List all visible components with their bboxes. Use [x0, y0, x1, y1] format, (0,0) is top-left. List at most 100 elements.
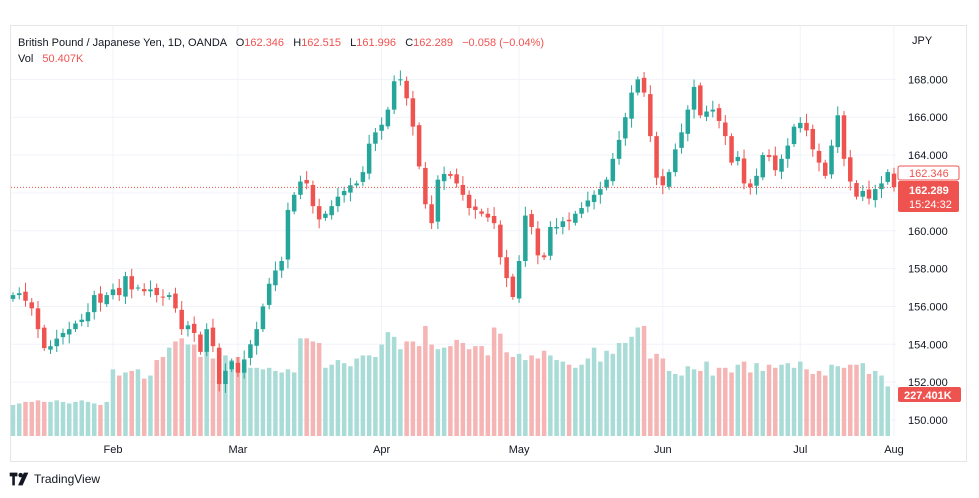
volume-bar: [60, 401, 66, 436]
candle-body: [16, 293, 22, 296]
candle-body: [404, 80, 409, 99]
candle-body: [723, 122, 728, 137]
candle-body: [891, 173, 897, 188]
volume-bar: [704, 361, 709, 436]
volume-bar: [673, 374, 678, 436]
volume-bar: [385, 332, 391, 436]
volume-bar: [310, 341, 316, 436]
volume-bar: [598, 361, 603, 436]
volume-bar: [54, 400, 59, 436]
candle-body: [279, 261, 284, 271]
volume-bar: [616, 343, 622, 436]
candle-body: [616, 139, 622, 159]
volume-bar: [635, 327, 641, 436]
candle-body: [110, 289, 116, 296]
volume-bar: [85, 401, 91, 436]
candle-body: [585, 200, 591, 207]
candle-body: [566, 219, 572, 222]
candle-body: [416, 125, 422, 167]
candle-body: [66, 329, 72, 335]
candle-body: [98, 293, 103, 303]
candle-body: [841, 115, 847, 159]
time-tick-label: Mar: [228, 444, 247, 456]
volume-bar: [848, 364, 853, 436]
candle-body: [516, 261, 522, 299]
candle-body: [23, 291, 28, 301]
candle-body: [754, 175, 759, 186]
volume-bar: [648, 358, 653, 436]
candle-body: [685, 109, 691, 134]
volume-bar: [679, 375, 684, 436]
candle-body: [866, 189, 872, 199]
candle-body: [610, 158, 616, 182]
candle-body: [741, 158, 747, 184]
volume-bar: [123, 372, 128, 436]
candle-body: [385, 109, 391, 127]
countdown-text: 15:24:32: [909, 199, 952, 211]
time-tick-label: Apr: [373, 444, 390, 456]
footer[interactable]: TradingView: [8, 470, 100, 488]
volume-bar: [491, 327, 497, 436]
volume-bar: [741, 361, 747, 436]
candle-body: [623, 117, 628, 139]
high-label: H: [293, 37, 302, 49]
volume-bar: [204, 350, 209, 436]
candle-body: [266, 283, 272, 305]
candle-body: [116, 287, 122, 296]
volume-bar: [698, 370, 703, 436]
volume-bar: [366, 355, 372, 436]
volume-bar: [685, 366, 691, 436]
low-label: L: [350, 37, 357, 49]
candle-body: [598, 189, 603, 195]
volume-bar: [173, 341, 178, 436]
candle-body: [154, 287, 159, 296]
price-tick-label: 168.000: [908, 74, 948, 86]
currency-unit: JPY: [912, 35, 933, 47]
candle-body: [435, 179, 441, 222]
open-value: 162.346: [244, 37, 285, 49]
volume-bar: [316, 343, 322, 436]
candle-body: [635, 79, 641, 93]
volume-bar: [523, 360, 528, 436]
volume-bar: [66, 403, 72, 436]
volume-bar: [341, 363, 347, 436]
volume-bar: [298, 338, 303, 436]
candle-body: [348, 185, 353, 193]
candle-body: [691, 86, 697, 110]
candle-body: [510, 276, 516, 297]
volume-bar: [798, 361, 803, 436]
volume-bar: [166, 347, 172, 436]
candle-body: [785, 145, 791, 159]
close-value: 162.289: [413, 37, 453, 49]
candle-body: [354, 183, 359, 186]
candle-body: [491, 215, 497, 224]
candle-body: [648, 94, 653, 137]
candle-body: [241, 359, 247, 373]
candle-body: [35, 308, 41, 330]
candle-body: [366, 143, 372, 174]
price-tick-label: 166.000: [908, 112, 948, 124]
legend-ohlc-row: British Pound / Japanese Yen, 1D, OANDA …: [18, 35, 544, 51]
candle-body: [316, 206, 322, 220]
candle-body: [716, 108, 722, 121]
candle-body: [448, 173, 453, 176]
volume-bar: [610, 353, 616, 436]
volume-bar: [379, 344, 384, 436]
volume-bar: [191, 344, 197, 436]
candle-body: [848, 157, 853, 182]
legend-volume-row: Vol 50.407K: [18, 51, 544, 67]
candle-body: [710, 109, 716, 112]
candle-body: [291, 194, 297, 212]
candle-body: [829, 145, 834, 175]
brand-name: TradingView: [34, 472, 101, 486]
volume-bar: [573, 367, 578, 436]
time-tick-label: Jun: [654, 444, 672, 456]
candle-body: [398, 79, 403, 81]
volume-bar: [223, 355, 228, 436]
candle-body: [579, 208, 584, 214]
volume-bar: [41, 401, 47, 436]
volume-bar: [629, 336, 634, 436]
volume-bar: [485, 355, 491, 436]
candle-body: [410, 98, 416, 127]
